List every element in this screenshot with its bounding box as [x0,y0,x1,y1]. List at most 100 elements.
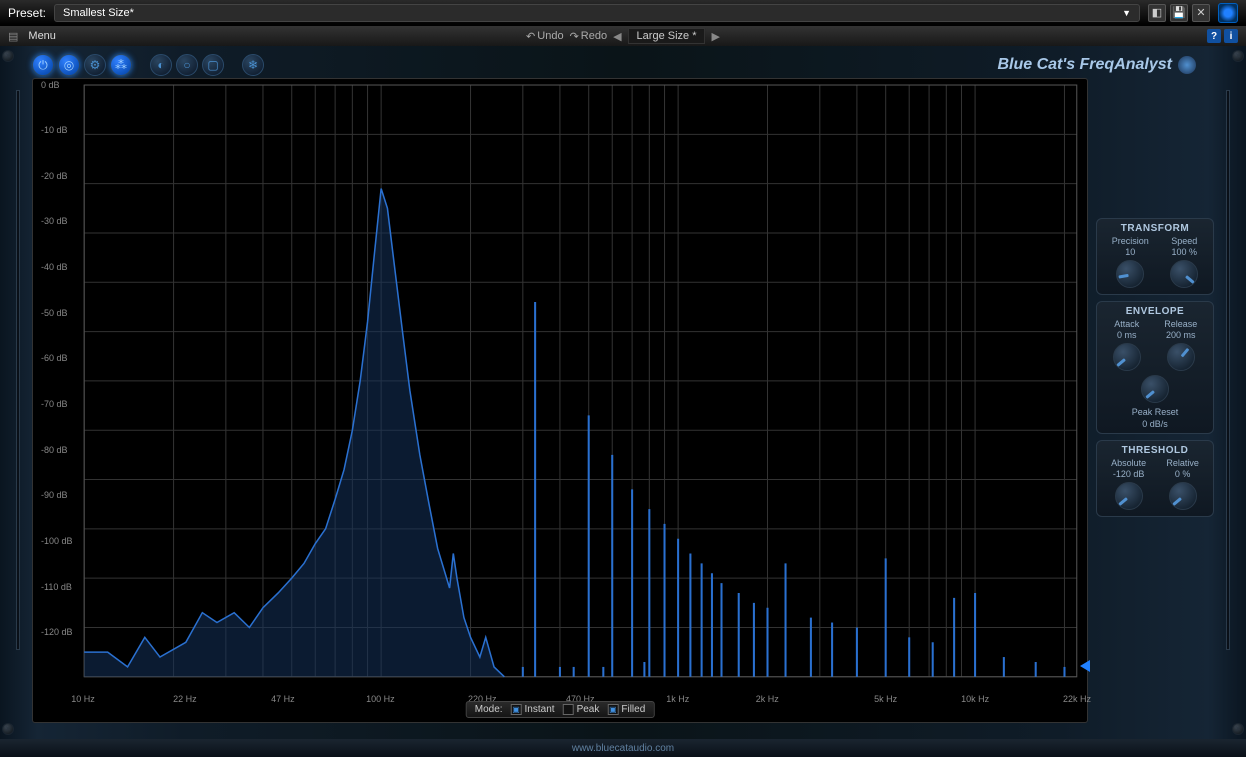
help-button[interactable]: ? [1207,29,1221,43]
x-axis-label: 22 Hz [173,694,197,704]
y-axis-label: -120 dB [41,627,73,637]
y-axis-label: -40 dB [41,262,68,272]
redo-label: Redo [581,30,607,42]
screw-icon [2,723,14,735]
speed-value: 100 % [1171,247,1197,257]
share-button[interactable]: ⁂ [110,54,132,76]
y-axis-label: -10 dB [41,125,68,135]
release-label: Release [1164,319,1197,329]
redo-button[interactable]: ↷ Redo [570,30,608,43]
settings-button[interactable]: ⚙ [84,54,106,76]
x-axis-label: 100 Hz [366,694,395,704]
control-panels: TRANSFORM Precision 10 Speed 100 % ENVEL… [1096,78,1214,723]
peak-reset-label: Peak Reset [1101,407,1209,417]
plugin-body: ⏻ ◎ ⚙ ⁂ ◐ ○ ▢ ❄ Blue Cat's FreqAnalyst 0… [0,46,1246,757]
attack-label: Attack [1114,319,1139,329]
power-button[interactable] [1218,3,1238,23]
threshold-title: THRESHOLD [1101,445,1209,456]
preset-close-button[interactable]: ✕ [1192,4,1210,22]
size-select[interactable]: Large Size * [628,28,706,44]
plugin-title: Blue Cat's FreqAnalyst [997,56,1214,74]
relative-label: Relative [1166,458,1199,468]
y-axis-label: -50 dB [41,308,68,318]
target-button[interactable]: ◎ [58,54,80,76]
envelope-panel: ENVELOPE Attack 0 ms Release 200 ms [1096,301,1214,434]
mode-filled-checkbox[interactable]: ▣ Filled [607,704,645,715]
mode-filled-label: Filled [621,704,645,715]
y-axis-label: -110 dB [41,582,72,592]
chevron-down-icon: ▼ [1122,8,1131,18]
title-text: Blue Cat's FreqAnalyst [997,56,1172,74]
speed-label: Speed [1171,236,1197,246]
x-axis-label: 5k Hz [874,694,897,704]
x-axis-label: 2k Hz [756,694,779,704]
relative-knob[interactable] [1169,482,1197,510]
preset-bar: Preset: Smallest Size* ▼ ◧ 💾 ✕ [0,0,1246,26]
logo-icon [1178,56,1196,74]
peak-reset-value: 0 dB/s [1101,419,1209,429]
y-axis-label: -30 dB [41,216,68,226]
x-axis-label: 22k Hz [1063,694,1091,704]
release-value: 200 ms [1166,330,1196,340]
preset-label: Preset: [8,6,46,20]
x-axis-label: 10 Hz [71,694,95,704]
size-next-button[interactable]: ▶ [711,30,719,43]
peak-reset-knob[interactable] [1141,375,1169,403]
redo-icon: ↷ [570,30,579,43]
y-axis-label: 0 dB [41,80,60,90]
undo-button[interactable]: ↶ Undo [526,30,564,43]
footer-url[interactable]: www.bluecataudio.com [572,743,674,754]
menu-bar: ▤ Menu ↶ Undo ↷ Redo ◀ Large Size * ▶ ? … [0,26,1246,46]
precision-knob[interactable] [1116,260,1144,288]
envelope-title: ENVELOPE [1101,306,1209,317]
power-toggle-button[interactable]: ⏻ [32,54,54,76]
transform-title: TRANSFORM [1101,223,1209,234]
release-knob[interactable] [1167,343,1195,371]
speed-knob[interactable] [1170,260,1198,288]
preset-buttons: ◧ 💾 ✕ [1148,4,1210,22]
y-axis-label: -60 dB [41,353,68,363]
view-1-button[interactable]: ◐ [150,54,172,76]
mode-label: Mode: [475,704,503,715]
size-value: Large Size * [637,30,697,42]
mode-bar: Mode: ▣ Instant Peak ▣ Filled [466,701,655,718]
preset-value: Smallest Size* [63,7,134,19]
undo-icon: ↶ [526,30,535,43]
mode-instant-checkbox[interactable]: ▣ Instant [511,704,555,715]
screw-icon [1232,50,1244,62]
threshold-marker[interactable] [1080,660,1090,672]
preset-prev-button[interactable]: ◧ [1148,4,1166,22]
view-3-button[interactable]: ▢ [202,54,224,76]
toolbar: ⏻ ◎ ⚙ ⁂ ◐ ○ ▢ ❄ Blue Cat's FreqAnalyst [12,52,1234,78]
undo-label: Undo [537,30,563,42]
size-prev-button[interactable]: ◀ [613,30,621,43]
freeze-button[interactable]: ❄ [242,54,264,76]
threshold-panel: THRESHOLD Absolute -120 dB Relative 0 % [1096,440,1214,517]
menu-button[interactable]: Menu [22,30,62,42]
precision-value: 10 [1125,247,1135,257]
y-axis-label: -100 dB [41,536,73,546]
footer: www.bluecataudio.com [0,739,1246,757]
x-axis-label: 10k Hz [961,694,989,704]
preset-select[interactable]: Smallest Size* ▼ [54,4,1140,22]
level-meter-right [1226,90,1230,650]
mode-instant-label: Instant [525,704,555,715]
attack-knob[interactable] [1113,343,1141,371]
menu-icon: ▤ [8,30,18,43]
absolute-label: Absolute [1111,458,1146,468]
absolute-value: -120 dB [1113,469,1145,479]
y-axis-label: -90 dB [41,490,68,500]
absolute-knob[interactable] [1115,482,1143,510]
info-button[interactable]: i [1224,29,1238,43]
spectrum-chart[interactable]: 0 dB-10 dB-20 dB-30 dB-40 dB-50 dB-60 dB… [32,78,1088,723]
preset-save-button[interactable]: 💾 [1170,4,1188,22]
y-axis-label: -70 dB [41,399,68,409]
view-2-button[interactable]: ○ [176,54,198,76]
y-axis-label: -80 dB [41,445,68,455]
mode-peak-label: Peak [577,704,600,715]
precision-label: Precision [1112,236,1149,246]
relative-value: 0 % [1175,469,1191,479]
x-axis-label: 1k Hz [666,694,689,704]
mode-peak-checkbox[interactable]: Peak [563,704,600,715]
transform-panel: TRANSFORM Precision 10 Speed 100 % [1096,218,1214,295]
